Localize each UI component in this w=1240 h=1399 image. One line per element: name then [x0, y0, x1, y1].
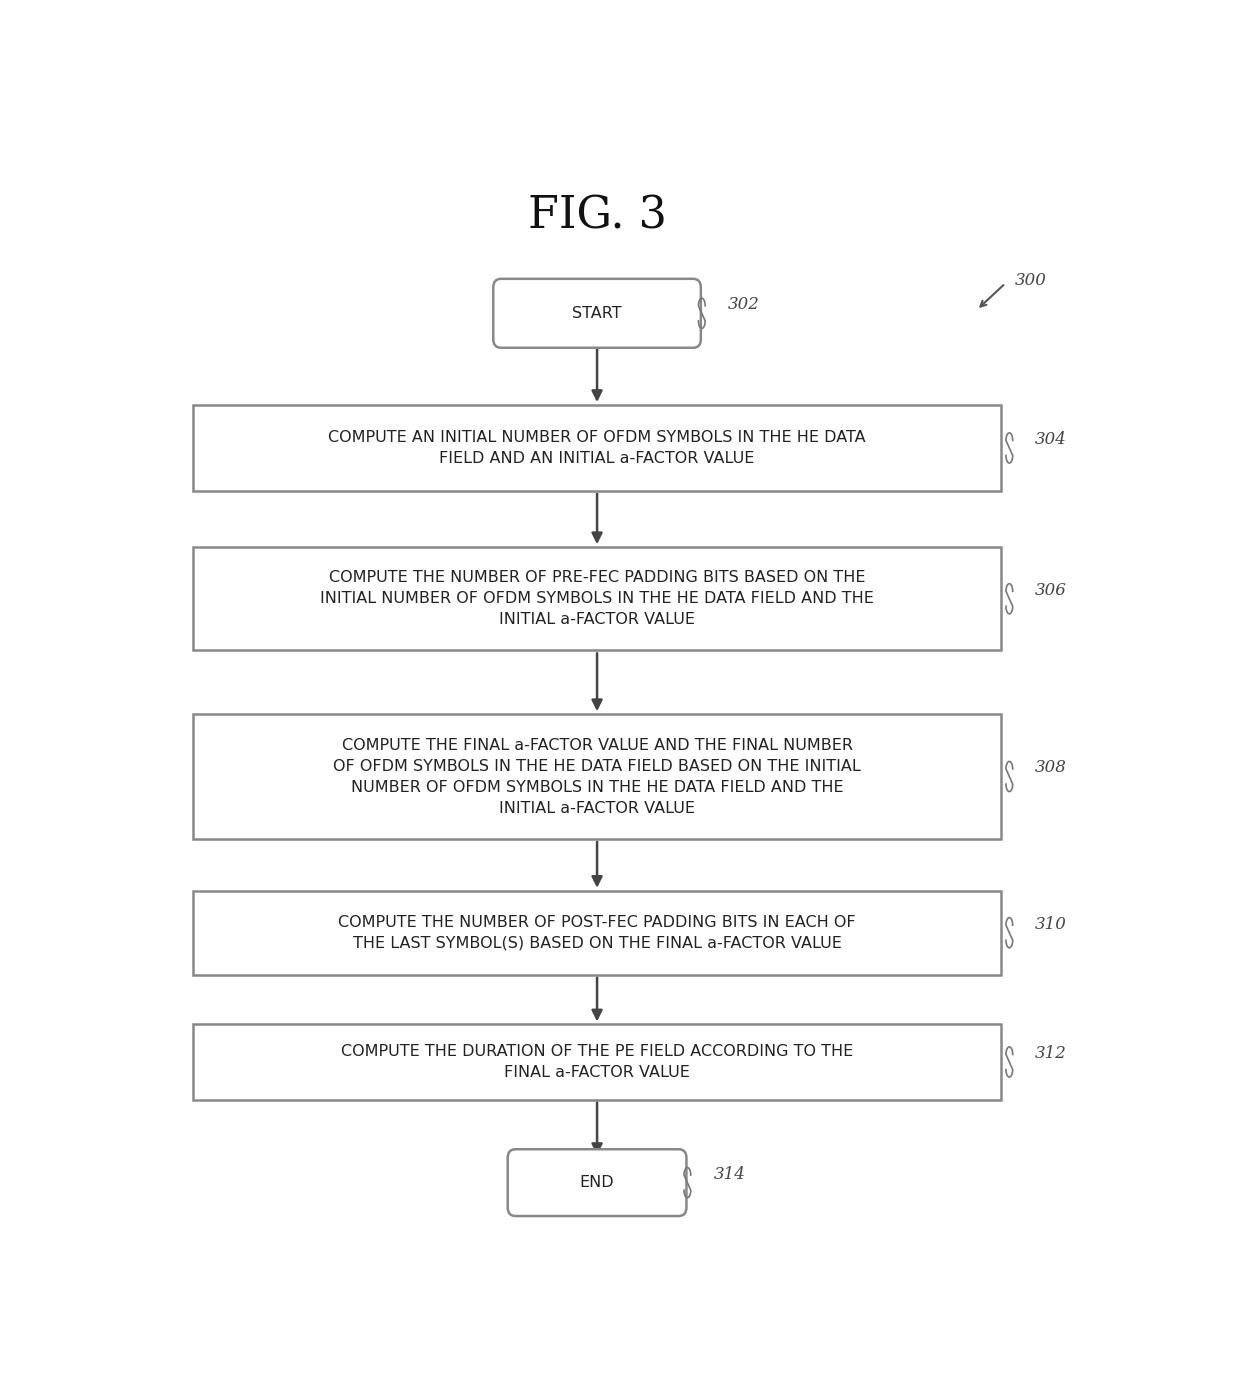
Text: START: START — [572, 306, 622, 320]
Text: COMPUTE THE NUMBER OF POST-FEC PADDING BITS IN EACH OF
THE LAST SYMBOL(S) BASED : COMPUTE THE NUMBER OF POST-FEC PADDING B… — [339, 915, 856, 951]
Bar — [193, 404, 1001, 491]
Text: COMPUTE THE FINAL a-FACTOR VALUE AND THE FINAL NUMBER
OF OFDM SYMBOLS IN THE HE : COMPUTE THE FINAL a-FACTOR VALUE AND THE… — [334, 737, 861, 816]
Text: 308: 308 — [1035, 760, 1068, 776]
Text: 312: 312 — [1035, 1045, 1068, 1062]
Text: 302: 302 — [728, 297, 760, 313]
Text: 306: 306 — [1035, 582, 1068, 599]
Text: 310: 310 — [1035, 915, 1068, 933]
Text: COMPUTE THE DURATION OF THE PE FIELD ACCORDING TO THE
FINAL a-FACTOR VALUE: COMPUTE THE DURATION OF THE PE FIELD ACC… — [341, 1044, 853, 1080]
FancyBboxPatch shape — [494, 278, 701, 348]
Text: END: END — [580, 1175, 614, 1191]
Bar — [193, 713, 1001, 839]
FancyBboxPatch shape — [507, 1149, 687, 1216]
Text: COMPUTE THE NUMBER OF PRE-FEC PADDING BITS BASED ON THE
INITIAL NUMBER OF OFDM S: COMPUTE THE NUMBER OF PRE-FEC PADDING BI… — [320, 571, 874, 627]
Text: 304: 304 — [1035, 431, 1068, 448]
Text: 300: 300 — [1016, 273, 1047, 290]
Text: 314: 314 — [713, 1165, 745, 1182]
Text: COMPUTE AN INITIAL NUMBER OF OFDM SYMBOLS IN THE HE DATA
FIELD AND AN INITIAL a-: COMPUTE AN INITIAL NUMBER OF OFDM SYMBOL… — [329, 429, 866, 466]
Bar — [193, 1024, 1001, 1100]
Text: FIG. 3: FIG. 3 — [528, 194, 666, 238]
Bar — [193, 891, 1001, 975]
Bar — [193, 547, 1001, 651]
